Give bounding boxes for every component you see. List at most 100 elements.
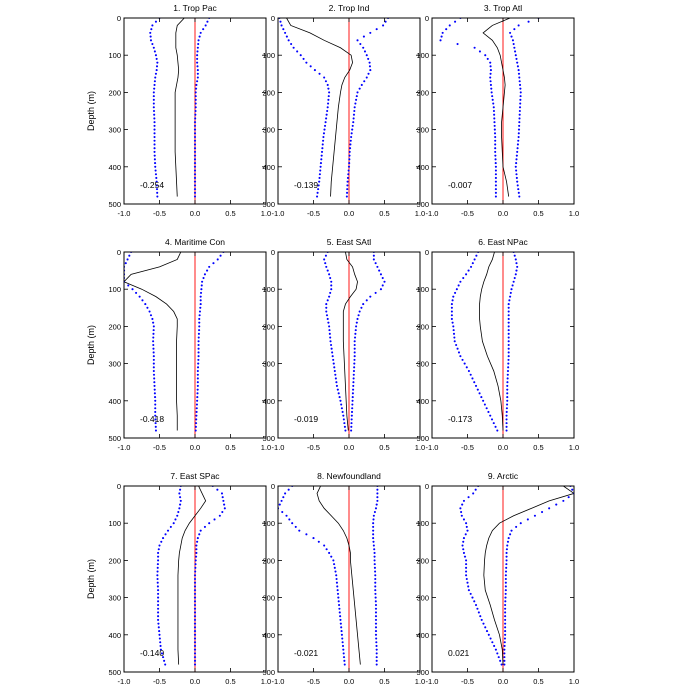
upper-bound-dot <box>507 351 510 354</box>
lower-bound-dot <box>341 410 344 414</box>
upper-bound-dot <box>504 581 507 584</box>
upper-bound-dot <box>353 366 356 369</box>
panel-title: 4. Maritime Con <box>165 237 225 247</box>
y-tick-label: 0 <box>117 14 121 23</box>
upper-bound-dot <box>368 61 371 64</box>
upper-bound-dot <box>212 262 215 265</box>
x-tick-label: 0.0 <box>190 677 200 686</box>
lower-bound-dot <box>474 603 478 607</box>
upper-bound-dot <box>197 332 200 335</box>
lower-bound-dot <box>148 310 151 313</box>
lower-bound-dot <box>157 615 160 618</box>
lower-bound-dot <box>285 35 288 38</box>
upper-bound-dot <box>348 162 351 165</box>
lower-bound-dot <box>499 659 502 662</box>
upper-bound-dot <box>514 54 517 57</box>
lower-bound-dot <box>149 39 153 42</box>
upper-bound-dot <box>196 80 199 83</box>
upper-bound-dot <box>351 403 354 406</box>
lower-bound-dot <box>490 418 494 421</box>
lower-bound-dot <box>169 525 172 528</box>
upper-bound-dot <box>515 262 518 265</box>
lower-bound-dot <box>152 355 155 358</box>
lower-bound-dot <box>467 369 470 373</box>
lower-bound-dot <box>489 637 492 640</box>
lower-bound-dot <box>153 121 156 124</box>
upper-bound-dot <box>195 407 198 410</box>
lower-bound-dot <box>465 577 468 581</box>
lower-bound-dot <box>338 611 341 614</box>
lower-bound-dot <box>461 358 464 361</box>
lower-bound-dot <box>322 135 325 139</box>
upper-bound-dot <box>348 154 351 157</box>
lower-bound-dot <box>330 343 333 347</box>
y-tick-label: 200 <box>108 556 121 565</box>
lower-bound-dot <box>319 162 323 165</box>
upper-bound-dot <box>506 540 510 543</box>
upper-bound <box>505 252 519 432</box>
y-tick-label: 200 <box>262 556 275 565</box>
upper-bound-dot <box>372 522 375 525</box>
lower-bound-dot <box>328 325 331 328</box>
upper-bound-dot <box>519 98 522 101</box>
upper-bound-dot <box>362 35 365 38</box>
upper-bound-dot <box>193 154 197 157</box>
upper-bound-dot <box>350 132 353 135</box>
upper-bound-dot <box>372 544 375 547</box>
lower-bound-dot <box>321 147 324 150</box>
y-tick-label: 400 <box>262 163 275 172</box>
upper-bound-dot <box>354 329 357 332</box>
lower-bound-dot <box>151 42 154 46</box>
lower-bound-dot <box>336 589 339 592</box>
x-tick-label: 0.0 <box>498 443 508 452</box>
upper-bound-dot <box>504 596 507 599</box>
lower-bound-dot <box>154 425 157 428</box>
lower-bound-dot <box>152 98 155 101</box>
lower-bound-dot <box>479 615 482 618</box>
upper-bound-dot <box>196 61 199 64</box>
lower-bound-dot <box>280 499 283 502</box>
lower-bound-dot <box>318 180 321 183</box>
lower-bound-dot <box>494 180 497 183</box>
lower-bound-dot <box>339 615 342 618</box>
lower-bound-dot <box>152 332 155 335</box>
upper-bound-dot <box>196 540 199 543</box>
lower-bound-dot <box>159 644 162 648</box>
lower-bound-dot <box>153 150 156 153</box>
upper-bound-dot <box>375 28 378 31</box>
lower-bound-dot <box>341 644 345 648</box>
lower-bound-dot <box>440 35 443 38</box>
y-tick-label: 0 <box>117 248 121 257</box>
upper-bound-dot <box>374 622 378 625</box>
upper-bound-dot <box>506 403 509 406</box>
upper-bound-dot <box>208 265 211 268</box>
y-tick-label: 500 <box>416 200 429 209</box>
lower-bound-dot <box>328 91 331 94</box>
upper-bound-dot <box>202 276 205 280</box>
lower-bound-dot <box>312 537 315 540</box>
x-tick-label: -1.0 <box>272 677 285 686</box>
x-tick-label: -0.5 <box>307 677 320 686</box>
lower-bound-dot <box>494 169 497 172</box>
lower-bound-dot <box>179 499 182 502</box>
lower-bound-dot <box>154 407 157 410</box>
upper-bound-dot <box>193 139 197 142</box>
upper-bound-dot <box>195 551 198 555</box>
lower-bound-dot <box>450 303 453 306</box>
lower-bound-dot <box>158 630 161 633</box>
lower-bound-dot <box>493 128 496 131</box>
y-tick-label: 200 <box>416 556 429 565</box>
upper-bound <box>350 252 386 432</box>
upper-bound-dot <box>196 69 199 72</box>
y-tick-label: 100 <box>108 519 121 528</box>
upper-bound-dot <box>372 529 375 532</box>
upper-bound-dot <box>195 410 198 414</box>
lower-bound-dot <box>478 50 481 53</box>
lower-bound-dot <box>154 422 157 425</box>
lower-bound-dot <box>452 329 455 332</box>
upper-bound-dot <box>373 548 376 551</box>
lower-bound-dot <box>494 184 497 187</box>
lower-bound-dot <box>332 362 335 365</box>
panel-8: 8. Newfoundland -1.0 -0.5 0.0 0.5 1.0 0 100 200 3… <box>262 471 425 686</box>
upper-bound-dot <box>348 158 351 161</box>
